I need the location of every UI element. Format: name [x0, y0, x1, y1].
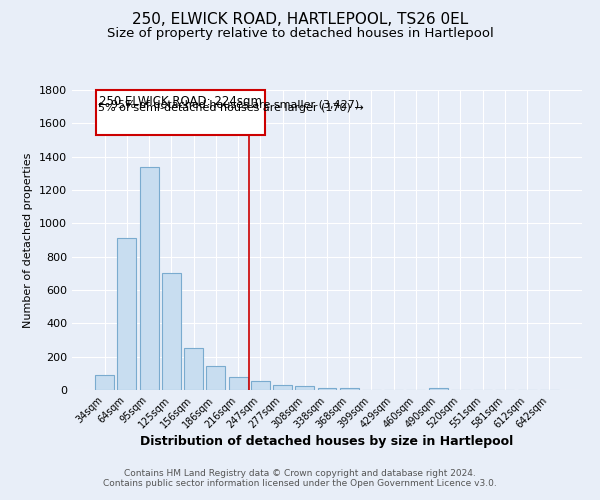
Text: Size of property relative to detached houses in Hartlepool: Size of property relative to detached ho… — [107, 28, 493, 40]
Text: 250, ELWICK ROAD, HARTLEPOOL, TS26 0EL: 250, ELWICK ROAD, HARTLEPOOL, TS26 0EL — [132, 12, 468, 28]
Text: 250 ELWICK ROAD: 224sqm: 250 ELWICK ROAD: 224sqm — [99, 95, 262, 108]
Bar — [273, 385, 292, 390]
Bar — [229, 376, 248, 390]
Bar — [295, 386, 314, 390]
Y-axis label: Number of detached properties: Number of detached properties — [23, 152, 34, 328]
Bar — [317, 388, 337, 390]
Bar — [251, 381, 270, 390]
Text: Contains HM Land Registry data © Crown copyright and database right 2024.: Contains HM Land Registry data © Crown c… — [124, 468, 476, 477]
Bar — [140, 166, 158, 390]
Text: 5% of semi-detached houses are larger (170) →: 5% of semi-detached houses are larger (1… — [98, 104, 364, 114]
Text: Contains public sector information licensed under the Open Government Licence v3: Contains public sector information licen… — [103, 478, 497, 488]
Bar — [340, 388, 359, 390]
Bar — [429, 388, 448, 390]
Bar — [162, 274, 181, 390]
FancyBboxPatch shape — [96, 90, 265, 135]
Text: ← 95% of detached houses are smaller (3,427): ← 95% of detached houses are smaller (3,… — [98, 99, 359, 109]
X-axis label: Distribution of detached houses by size in Hartlepool: Distribution of detached houses by size … — [140, 436, 514, 448]
Bar — [118, 238, 136, 390]
Bar — [206, 366, 225, 390]
Bar — [95, 375, 114, 390]
Bar — [184, 348, 203, 390]
